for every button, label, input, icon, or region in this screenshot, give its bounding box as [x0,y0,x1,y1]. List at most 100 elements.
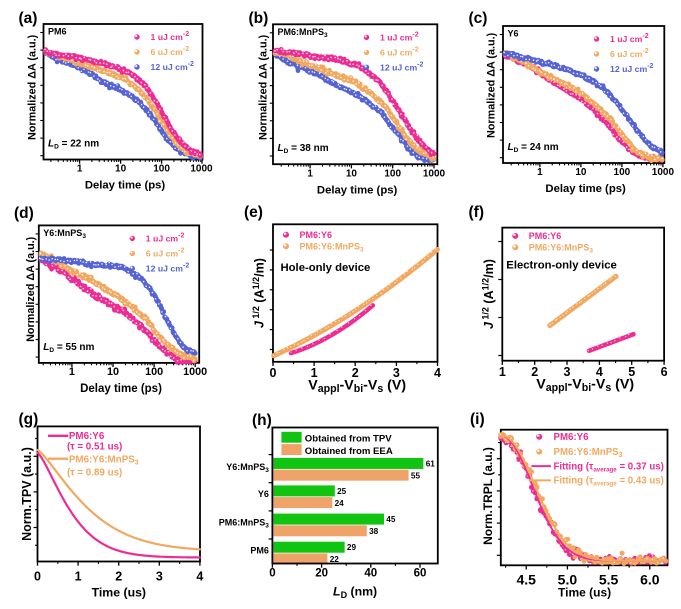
svg-text:5: 5 [628,365,635,379]
svg-text:LD​ = 38 nm: LD​ = 38 nm [278,143,329,155]
svg-text:6.0: 6.0 [640,572,660,588]
svg-text:1: 1 [537,167,543,178]
svg-text:Y6: Y6 [508,29,519,39]
svg-text:1000: 1000 [423,168,446,179]
svg-text:60: 60 [414,567,427,579]
svg-text:Normalized ΔA (a.u.): Normalized ΔA (a.u.) [258,34,270,140]
svg-text:LD​ = 24 nm: LD​ = 24 nm [508,142,559,154]
svg-text:(h): (h) [252,412,272,429]
svg-text:PM6:Y6: PM6:Y6 [529,231,562,241]
svg-text:PM6:Y6:MnPS3​: PM6:Y6:MnPS3​ [69,455,139,467]
svg-text:3: 3 [393,366,400,380]
svg-text:1 uJ cm-2​: 1 uJ cm-2​ [380,32,419,43]
svg-text:1000: 1000 [652,167,675,178]
svg-text:100: 100 [614,167,631,178]
svg-text:PM6:MnPS3​: PM6:MnPS3​ [278,27,329,39]
svg-text:PM6:Y6: PM6:Y6 [554,432,590,443]
svg-text:Delay time (ps): Delay time (ps) [80,383,162,395]
svg-text:100: 100 [384,168,401,179]
svg-text:Delay time (ps): Delay time (ps) [317,184,398,196]
svg-text:LD​ (nm): LD​ (nm) [333,585,377,601]
svg-text:(τ = 0.89 us): (τ = 0.89 us) [67,468,122,479]
svg-text:1 uJ cm-2​: 1 uJ cm-2​ [151,31,190,42]
svg-text:Normalized ΔA (a.u.): Normalized ΔA (a.u.) [486,32,498,138]
svg-text:Hole-only device: Hole-only device [281,262,371,274]
svg-text:(a): (a) [19,10,38,27]
svg-text:20: 20 [315,567,328,579]
svg-text:2: 2 [352,366,359,380]
svg-text:6 uJ cm-2​: 6 uJ cm-2​ [151,46,190,57]
svg-text:Y6:MnPS3​: Y6:MnPS3​ [43,228,86,240]
svg-text:PM6:Y6:MnPS3​: PM6:Y6:MnPS3​ [529,242,594,254]
svg-text:(d): (d) [14,205,34,222]
svg-text:2: 2 [531,365,538,379]
svg-text:4: 4 [434,366,441,380]
svg-text:LD​ = 55 nm: LD​ = 55 nm [43,342,94,354]
svg-text:Y6: Y6 [258,489,269,499]
svg-text:(c): (c) [469,10,488,27]
svg-text:Fitting (τaverage​ = 0.37 us): Fitting (τaverage​ = 0.37 us) [554,461,664,473]
svg-text:2: 2 [115,570,122,584]
svg-text:(e): (e) [244,204,263,221]
svg-text:22: 22 [330,555,340,564]
svg-text:1: 1 [311,366,318,380]
svg-text:10: 10 [575,167,587,178]
svg-text:29: 29 [347,543,357,552]
svg-text:(i): (i) [470,411,485,428]
svg-text:100: 100 [153,164,170,175]
svg-text:Obtained from EEA: Obtained from EEA [305,446,393,457]
svg-text:45: 45 [386,515,396,524]
svg-text:6 uJ cm-2​: 6 uJ cm-2​ [146,248,185,259]
svg-text:1: 1 [77,164,83,175]
svg-text:5.0: 5.0 [558,572,578,588]
svg-text:10: 10 [346,168,358,179]
svg-text:0: 0 [270,366,277,380]
svg-text:PM6:Y6:MnPS3​: PM6:Y6:MnPS3​ [300,241,365,253]
svg-text:5.5: 5.5 [599,572,619,588]
svg-text:3: 3 [156,570,163,584]
svg-text:100: 100 [145,366,163,378]
svg-text:1000: 1000 [183,366,207,378]
svg-text:Normalized ΔA (a.u.): Normalized ΔA (a.u.) [25,236,37,342]
svg-text:1000: 1000 [190,164,213,175]
svg-text:PM6:Y6: PM6:Y6 [300,230,333,240]
svg-text:10: 10 [115,164,127,175]
svg-text:4: 4 [596,365,603,379]
svg-text:10: 10 [107,366,119,378]
svg-text:Time (us): Time (us) [558,586,611,600]
svg-text:12 uJ cm-2​: 12 uJ cm-2​ [380,62,424,73]
svg-text:12 uJ cm-2​: 12 uJ cm-2​ [146,263,190,274]
svg-text:Normalized ΔA (a.u.): Normalized ΔA (a.u.) [26,34,38,140]
svg-text:LD​ = 22 nm: LD​ = 22 nm [48,139,99,151]
svg-text:Electron-only device: Electron-only device [506,260,617,272]
svg-text:24: 24 [335,499,345,508]
svg-text:(f): (f) [469,204,485,221]
svg-text:0: 0 [269,567,275,579]
svg-text:Fitting (τaverage​ = 0.43 us): Fitting (τaverage​ = 0.43 us) [554,476,664,488]
svg-text:Delay time (ps): Delay time (ps) [545,183,626,195]
svg-text:25: 25 [337,487,347,496]
svg-text:Time (us): Time (us) [92,586,146,600]
svg-text:(b): (b) [249,10,269,27]
svg-text:12 uJ cm-2​: 12 uJ cm-2​ [151,61,195,72]
svg-text:1 uJ cm-2​: 1 uJ cm-2​ [610,33,649,44]
svg-text:40: 40 [364,567,377,579]
svg-text:(τ = 0.51 us): (τ = 0.51 us) [67,441,122,452]
svg-text:Y6:MnPS3​: Y6:MnPS3​ [226,462,269,474]
svg-text:55: 55 [411,471,421,480]
svg-text:12 uJ cm-2​: 12 uJ cm-2​ [610,63,654,74]
svg-text:38: 38 [369,527,379,536]
svg-text:(g): (g) [19,411,39,428]
svg-text:Norm.TPV (a.u.): Norm.TPV (a.u.) [20,447,34,541]
svg-text:Norm.TRPL (a.u.): Norm.TRPL (a.u.) [481,447,495,545]
svg-text:1: 1 [307,168,313,179]
svg-text:PM6:Y6: PM6:Y6 [69,431,105,442]
svg-text:4.5: 4.5 [516,572,536,588]
svg-text:PM6:Y6:MnPS3​: PM6:Y6:MnPS3​ [554,447,623,459]
svg-text:Delay time (ps): Delay time (ps) [85,180,166,192]
svg-text:1: 1 [69,366,75,378]
svg-text:6 uJ cm-2​: 6 uJ cm-2​ [610,48,649,59]
svg-text:4: 4 [196,570,203,584]
svg-text:0: 0 [34,570,41,584]
svg-text:PM6: PM6 [48,27,67,37]
